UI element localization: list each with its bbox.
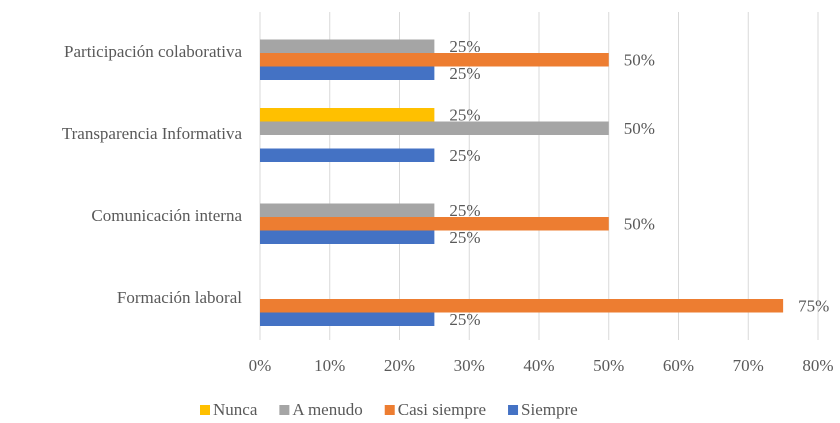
- value-label: 50%: [624, 119, 655, 138]
- legend-swatch: [384, 405, 395, 415]
- x-tick-label: 70%: [733, 356, 764, 375]
- x-tick-label: 0%: [249, 356, 272, 375]
- bar: [260, 217, 609, 231]
- value-label: 25%: [449, 37, 480, 56]
- legend-swatch: [279, 405, 290, 415]
- value-label: 75%: [798, 297, 829, 316]
- value-label: 25%: [449, 64, 480, 83]
- x-tick-label: 60%: [663, 356, 694, 375]
- legend-swatch: [508, 405, 519, 415]
- bar: [260, 121, 609, 135]
- value-label: 25%: [449, 201, 480, 220]
- value-label: 50%: [624, 215, 655, 234]
- legend-label: Casi siempre: [398, 400, 486, 419]
- legend-label: Nunca: [213, 400, 258, 419]
- y-tick-label: Comunicación interna: [91, 206, 242, 225]
- bar: [260, 230, 435, 244]
- y-tick-label: Transparencia Informativa: [62, 124, 243, 143]
- bar: [260, 66, 435, 80]
- legend-label: A menudo: [292, 400, 362, 419]
- legend-label: Siempre: [521, 400, 578, 419]
- bar: [260, 53, 609, 67]
- bar: [260, 108, 435, 122]
- value-label: 25%: [449, 146, 480, 165]
- x-tick-label: 50%: [593, 356, 624, 375]
- value-label: 50%: [624, 51, 655, 70]
- y-tick-label: Participación colaborativa: [64, 42, 242, 61]
- bar: [260, 148, 435, 162]
- bar: [260, 203, 435, 217]
- value-label: 25%: [449, 228, 480, 247]
- y-tick-label: Formación laboral: [117, 288, 242, 307]
- x-tick-label: 10%: [314, 356, 345, 375]
- value-label: 25%: [449, 310, 480, 329]
- x-tick-label: 80%: [802, 356, 833, 375]
- x-tick-label: 40%: [523, 356, 554, 375]
- bar: [260, 299, 784, 313]
- legend-swatch: [200, 405, 210, 415]
- bar: [260, 39, 435, 53]
- x-tick-label: 30%: [454, 356, 485, 375]
- bar: [260, 312, 435, 326]
- value-label: 25%: [449, 106, 480, 125]
- x-tick-label: 20%: [384, 356, 415, 375]
